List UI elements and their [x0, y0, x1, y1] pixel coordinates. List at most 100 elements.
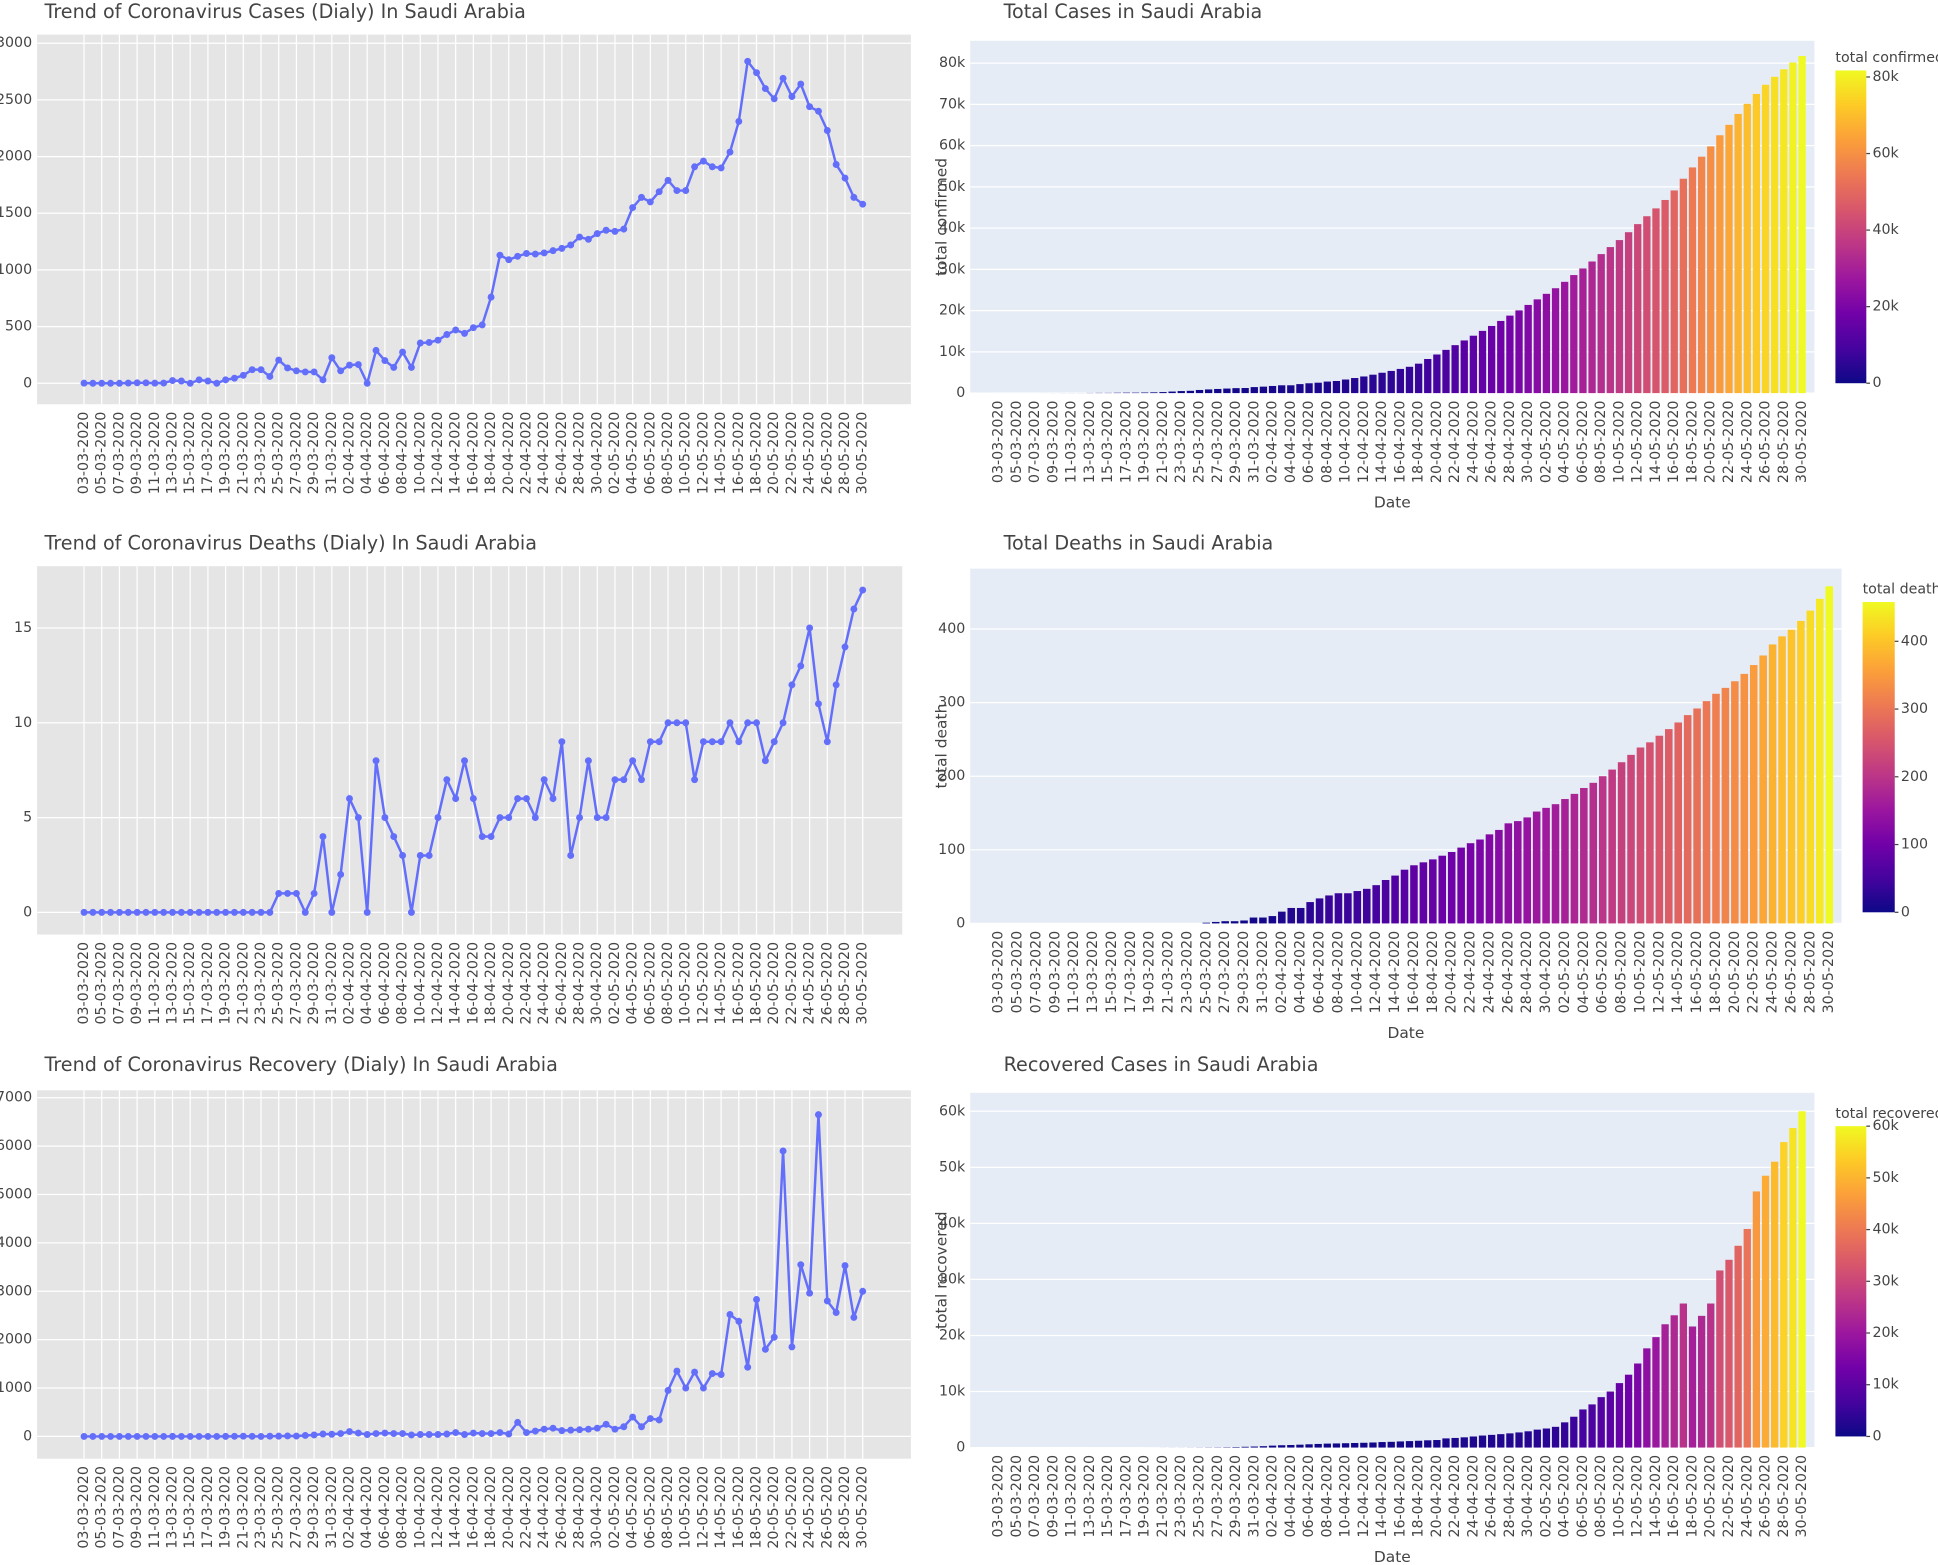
- x-tick-label: 10-05-2020: [1611, 1455, 1627, 1538]
- x-tick-label: 18-05-2020: [749, 1466, 765, 1549]
- x-tick-label: 09-03-2020: [1047, 931, 1063, 1014]
- x-tick-label: 06-05-2020: [1595, 931, 1611, 1014]
- marker: [815, 1111, 822, 1119]
- y-tick-label: 5: [23, 810, 32, 826]
- y-tick-label: 50k: [939, 1159, 966, 1175]
- x-tick-label: 24-05-2020: [802, 1466, 818, 1549]
- bar: [1771, 1161, 1779, 1448]
- x-tick-label: 22-04-2020: [1447, 1455, 1463, 1538]
- bar: [1524, 1431, 1532, 1448]
- bar: [1561, 281, 1569, 394]
- x-tick-label: 27-03-2020: [288, 942, 304, 1025]
- bar: [1634, 1363, 1642, 1448]
- colorbar-tick-label: 300: [1901, 701, 1928, 717]
- x-tick-label: 08-04-2020: [1319, 401, 1335, 484]
- x-tick-label: 12-04-2020: [1356, 1455, 1372, 1538]
- x-tick-label: 12-04-2020: [1368, 931, 1384, 1014]
- x-tick-label: 21-03-2020: [235, 1466, 251, 1549]
- marker: [89, 908, 97, 916]
- marker: [354, 1429, 362, 1437]
- x-tick-label: 10-04-2020: [412, 1466, 428, 1549]
- x-tick-label: 24-04-2020: [536, 942, 552, 1025]
- x-tick-label: 22-04-2020: [1463, 931, 1479, 1014]
- x-tick-label: 02-05-2020: [1557, 931, 1573, 1014]
- bar: [1323, 381, 1331, 394]
- marker: [363, 908, 371, 916]
- bar: [1259, 917, 1267, 924]
- marker: [496, 1429, 504, 1437]
- marker: [169, 1432, 176, 1440]
- bar: [1360, 1442, 1368, 1448]
- bar: [1195, 389, 1204, 394]
- bar: [1780, 1142, 1788, 1448]
- x-tick-label: 07-03-2020: [1027, 1455, 1043, 1538]
- x-tick-label: 07-03-2020: [111, 942, 127, 1025]
- marker: [735, 1317, 743, 1325]
- marker: [328, 1430, 336, 1438]
- marker: [699, 1384, 707, 1392]
- x-tick-label: 13-03-2020: [1085, 931, 1101, 1014]
- marker: [549, 1424, 557, 1432]
- marker: [381, 357, 389, 365]
- x-tick-label: 17-03-2020: [200, 1466, 216, 1549]
- marker: [797, 1261, 805, 1269]
- marker: [744, 57, 752, 65]
- x-tick-label: 06-04-2020: [377, 412, 393, 495]
- marker: [239, 908, 247, 916]
- bar: [1495, 829, 1503, 924]
- bar: [1497, 320, 1505, 394]
- bar: [1588, 1404, 1596, 1448]
- marker: [115, 908, 123, 916]
- marker: [266, 908, 274, 916]
- marker: [124, 379, 132, 387]
- bar: [1391, 875, 1399, 924]
- x-tick-label: 23-03-2020: [253, 412, 269, 495]
- marker: [266, 1432, 274, 1440]
- bar: [1532, 811, 1541, 924]
- bar: [1250, 387, 1258, 394]
- marker: [177, 1432, 185, 1440]
- y-tick-label: 6000: [0, 1138, 32, 1154]
- x-tick-label: 14-04-2020: [448, 1466, 464, 1549]
- marker: [160, 908, 168, 916]
- marker: [584, 1425, 592, 1433]
- x-tick-label: 06-05-2020: [642, 1466, 658, 1549]
- bar: [1615, 240, 1624, 394]
- bar: [1797, 620, 1805, 924]
- marker: [151, 1432, 159, 1440]
- x-tick-label: 24-05-2020: [1739, 1455, 1755, 1538]
- bar: [1438, 855, 1447, 924]
- marker: [416, 339, 424, 347]
- marker: [416, 852, 424, 859]
- x-tick-label: 07-03-2020: [111, 412, 127, 495]
- marker: [310, 889, 318, 897]
- x-tick-label: 15-03-2020: [182, 1466, 198, 1549]
- bar: [1186, 390, 1195, 394]
- bar: [1752, 1191, 1761, 1448]
- marker: [186, 379, 194, 387]
- x-tick-label: 26-04-2020: [1500, 931, 1516, 1014]
- x-tick-label: 24-04-2020: [1465, 401, 1481, 484]
- bar: [1693, 708, 1701, 924]
- bar: [1424, 358, 1432, 394]
- x-tick-label: 19-03-2020: [218, 942, 234, 1025]
- x-tick-label: 13-03-2020: [165, 412, 181, 495]
- x-tick-label: 18-04-2020: [483, 412, 499, 495]
- marker: [664, 1386, 672, 1394]
- marker: [292, 889, 300, 897]
- x-tick-label: 18-04-2020: [483, 1466, 499, 1549]
- x-tick-label: 24-05-2020: [1765, 931, 1781, 1014]
- bar: [1665, 729, 1673, 924]
- x-tick-label: 12-05-2020: [695, 412, 711, 495]
- marker: [266, 372, 274, 380]
- marker: [346, 1428, 353, 1436]
- marker: [611, 1425, 619, 1433]
- y-tick-label: 0: [23, 1428, 32, 1444]
- bar: [1414, 1440, 1423, 1448]
- marker: [98, 1432, 106, 1440]
- x-tick-label: 26-05-2020: [819, 942, 835, 1025]
- marker: [416, 1431, 424, 1438]
- x-tick-label: 24-05-2020: [1739, 401, 1755, 484]
- marker: [576, 233, 584, 241]
- bar: [1202, 922, 1211, 924]
